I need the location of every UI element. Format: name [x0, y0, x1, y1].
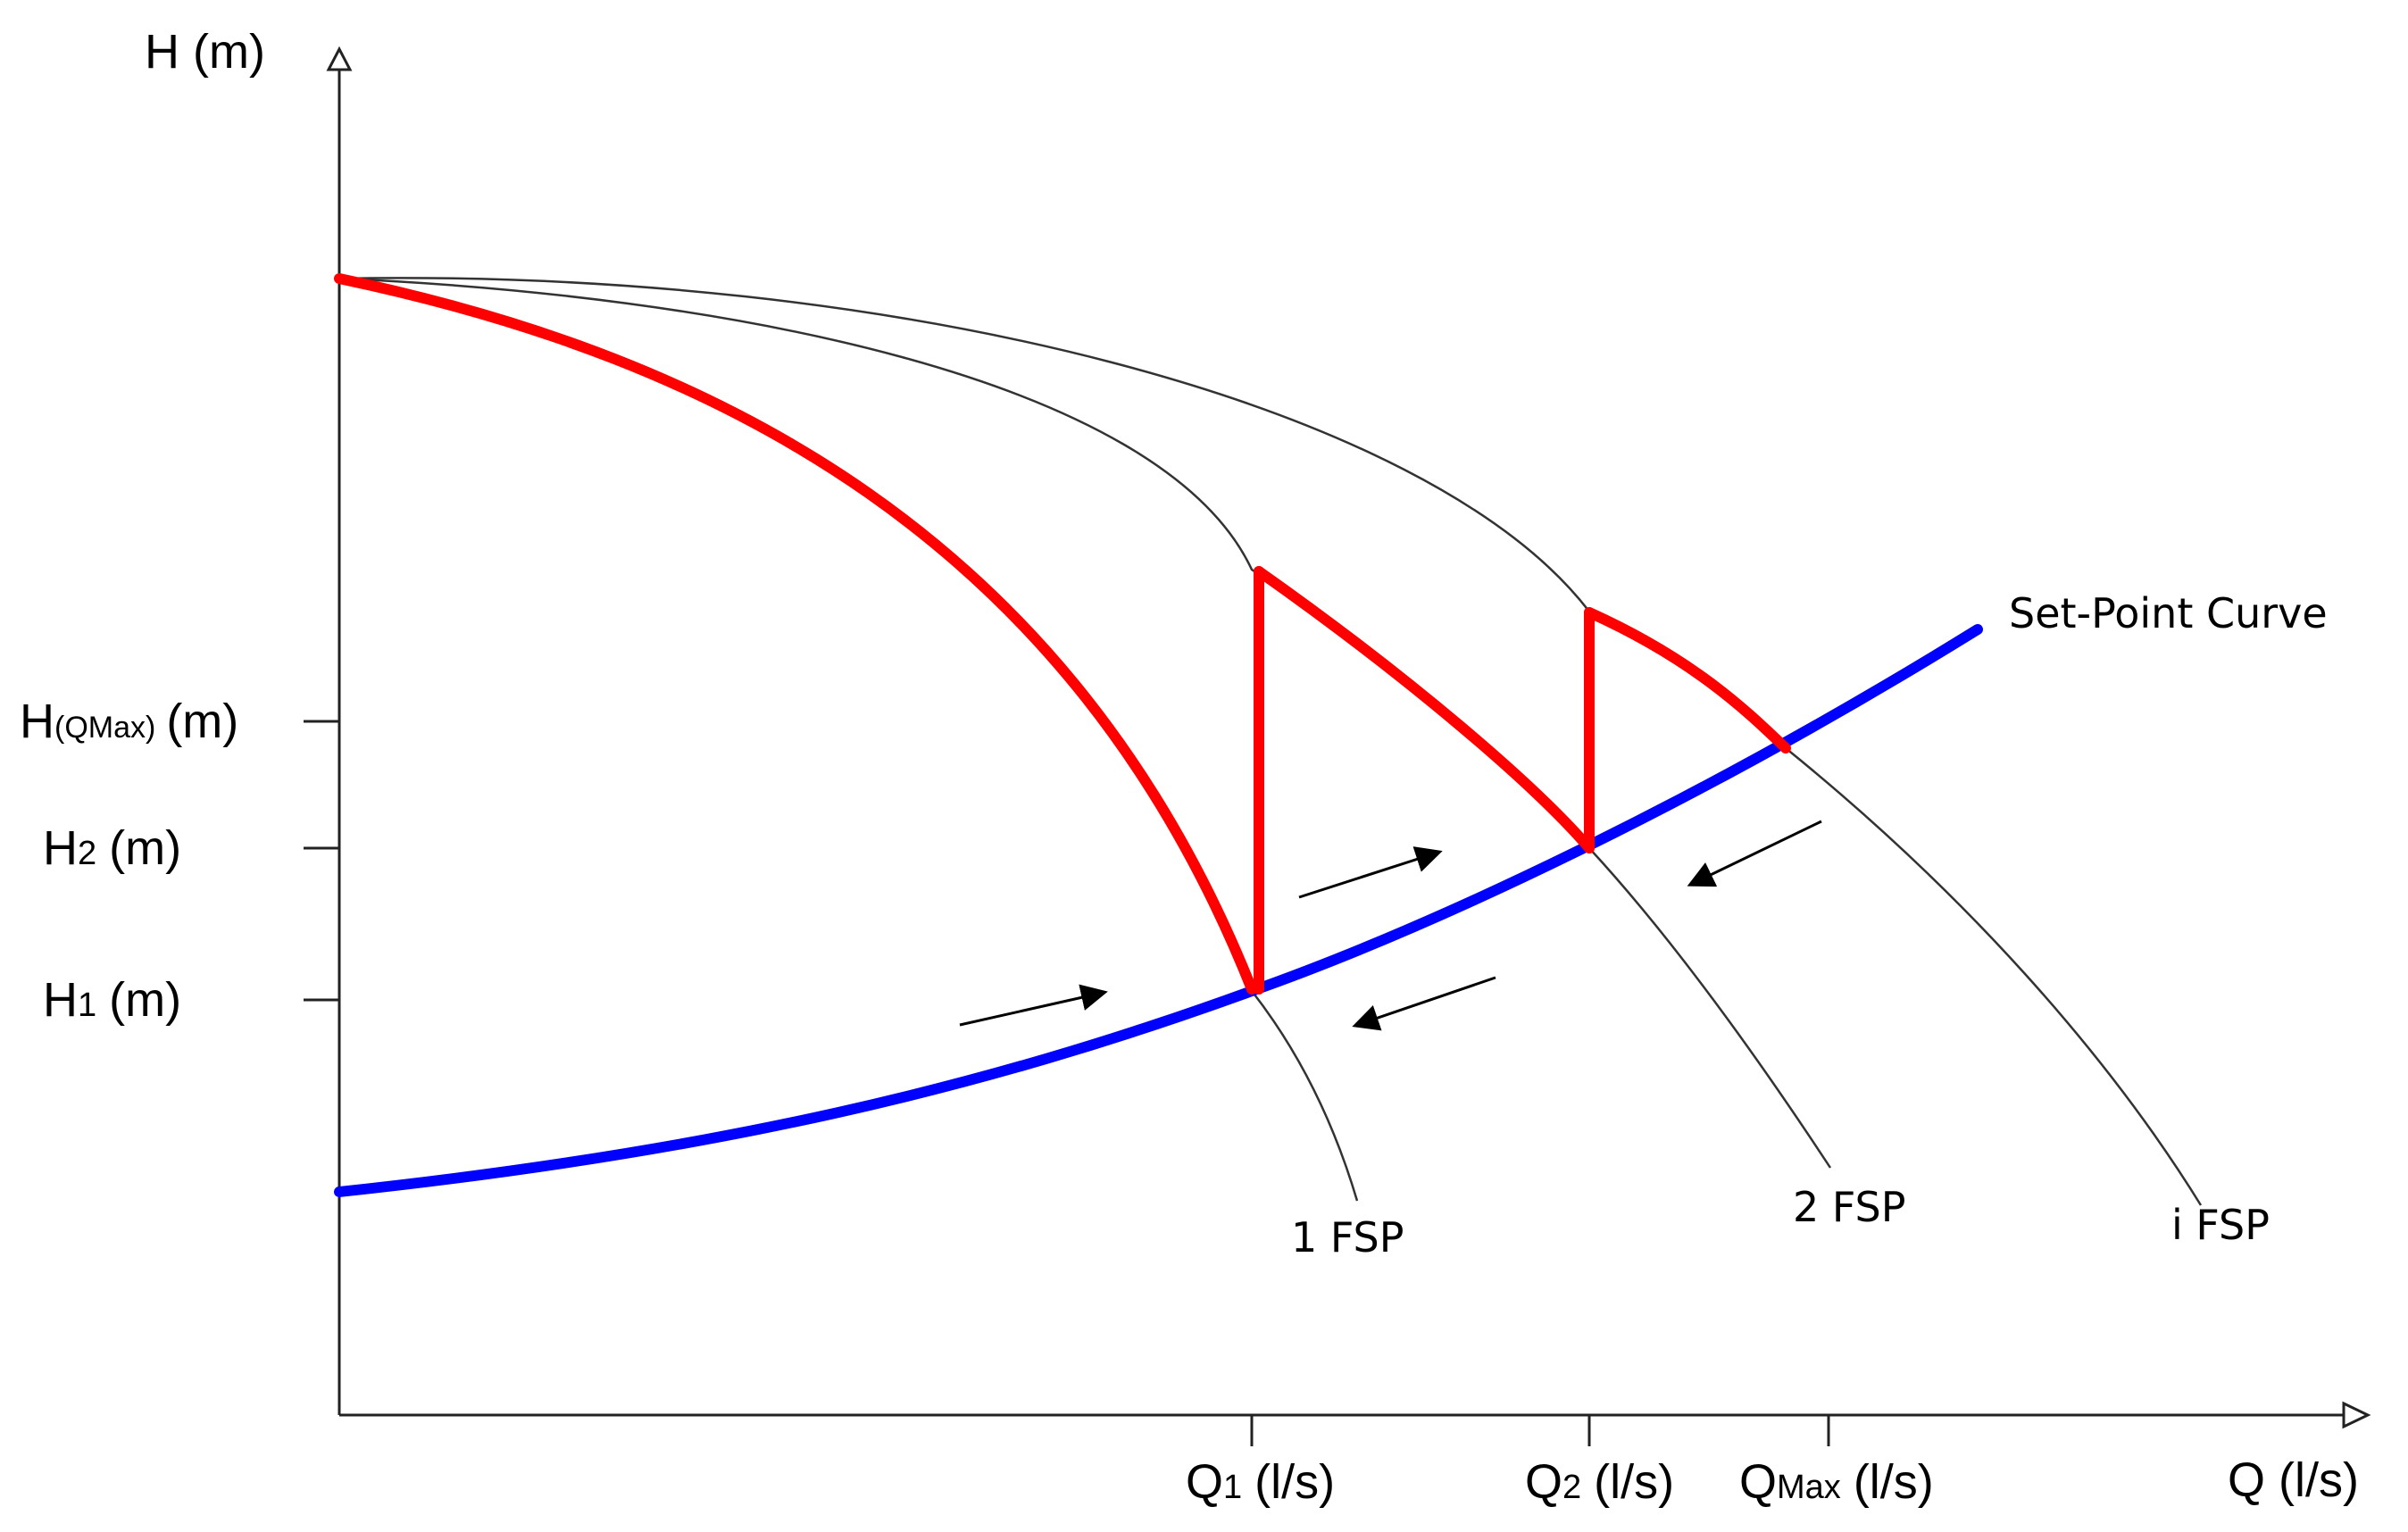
fspi-label: i FSP: [2171, 1201, 2270, 1249]
setpoint-curve: [334, 624, 1983, 1197]
y-tick-label-h1: H1 (m): [43, 973, 181, 1027]
arrow-right-icon: [1298, 846, 1443, 899]
arrow-right-icon: [959, 984, 1108, 1027]
pump-curve-ifsp: [338, 277, 2203, 1206]
direction-arrows: [959, 820, 1822, 1031]
y-tick-label-hqmax: H(QMax) (m): [20, 695, 238, 748]
x-axis-arrow-icon: [2342, 1401, 2371, 1429]
pump-curves: [338, 277, 2203, 1206]
setpoint-curve-label: Set-Point Curve: [2009, 589, 2328, 637]
operating-path-fspi: [1584, 607, 1791, 754]
y-axis-title: H (m): [145, 25, 265, 79]
y-tick-label-h2: H2 (m): [43, 821, 181, 875]
x-axis-title: Q (l/s): [2228, 1453, 2359, 1507]
operating-path-fsp1: [334, 273, 1257, 995]
operating-path: [334, 273, 1791, 995]
pump-curve-1fsp: [338, 277, 1359, 1202]
operating-path-fsp2: [1254, 566, 1595, 853]
fsp1-label: 1 FSP: [1291, 1213, 1404, 1261]
x-tick-label-q2: Q2 (l/s): [1525, 1455, 1674, 1509]
pump-curve-2fsp: [338, 277, 1832, 1169]
arrow-left-icon: [1352, 976, 1496, 1031]
arrow-left-icon: [1687, 820, 1822, 887]
x-tick-label-qmax: QMax (l/s): [1739, 1455, 1934, 1509]
y-axis-arrow-icon: [326, 46, 353, 71]
fsp2-label: 2 FSP: [1793, 1183, 1905, 1231]
x-tick-label-q1: Q1 (l/s): [1186, 1455, 1335, 1509]
